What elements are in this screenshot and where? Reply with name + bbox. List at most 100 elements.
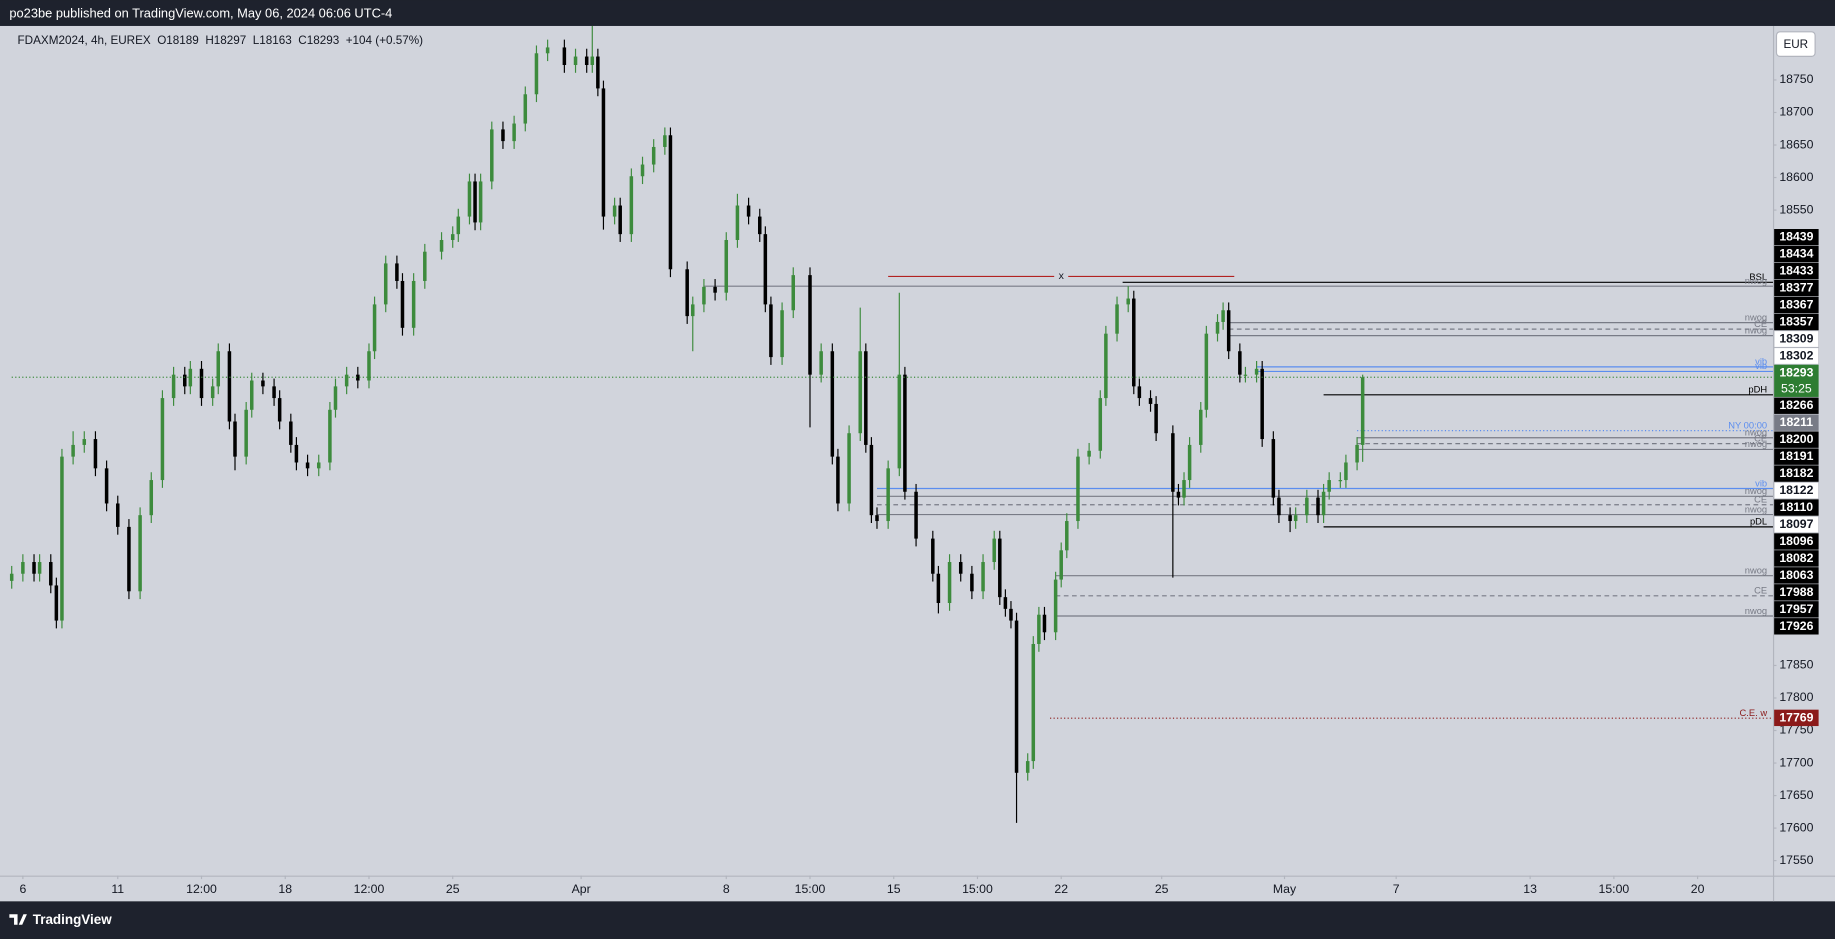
x-tick-label: 12:00: [354, 882, 385, 896]
candle-body: [333, 386, 338, 410]
y-tick-label: 18600: [1779, 170, 1813, 184]
candle-body: [1327, 480, 1331, 492]
candle-body: [37, 562, 42, 574]
candle-body: [344, 374, 349, 387]
candle-body: [1221, 310, 1225, 322]
level-label: vib: [1755, 357, 1767, 367]
candle-body: [562, 47, 567, 65]
candle-body: [769, 304, 773, 358]
x-tick-label: 6: [19, 882, 26, 896]
candle-body: [289, 421, 293, 445]
candle-body: [1243, 374, 1248, 376]
candle-body: [249, 380, 254, 410]
candle-body: [819, 351, 823, 375]
candle-body: [1316, 497, 1320, 516]
candle-body: [1087, 450, 1091, 457]
candle-body: [439, 239, 444, 252]
price-label-box: [1774, 618, 1819, 635]
candle-body: [188, 368, 193, 387]
candle-body: [958, 562, 963, 574]
candle-body: [830, 351, 835, 457]
candle-body: [1260, 368, 1264, 440]
candle-body: [71, 444, 75, 457]
candle-body: [947, 562, 952, 604]
candle-body: [746, 205, 751, 217]
y-tick-label: 17850: [1779, 658, 1813, 672]
candle-body: [127, 526, 131, 592]
level-label: vib: [1755, 361, 1767, 371]
candle-body: [931, 538, 935, 574]
candle-body: [1199, 409, 1203, 445]
logo-icon: [9, 914, 27, 925]
price-label-box: [1774, 262, 1819, 280]
price-label: 18439: [1779, 230, 1813, 244]
candle-body: [1009, 608, 1013, 621]
candle-body: [210, 386, 215, 399]
level-label: C.E. w: [1740, 708, 1768, 718]
logo-text[interactable]: TradingView: [33, 912, 112, 927]
x-tick-label: 8: [723, 882, 730, 896]
legend-low: L18163: [253, 34, 292, 47]
candle-body: [316, 462, 321, 469]
candle-body: [897, 374, 902, 469]
candle-body: [663, 135, 667, 147]
candle-body: [183, 374, 187, 387]
candle-body: [1003, 597, 1008, 609]
level-label: CE: [1754, 495, 1767, 505]
candle-body: [1187, 444, 1192, 481]
candle-body: [1254, 368, 1259, 375]
price-label: 17769: [1779, 710, 1813, 724]
candle-body: [864, 351, 868, 445]
candle-body: [668, 135, 673, 270]
candle-body: [691, 304, 695, 317]
candle-body: [1042, 614, 1047, 633]
candle-body: [233, 421, 237, 457]
candle-body: [763, 234, 768, 305]
price-label: 18302: [1779, 348, 1813, 362]
price-label: 18097: [1779, 517, 1813, 531]
publisher-line: po23be published on TradingView.com, May…: [9, 6, 392, 21]
candle-body: [584, 56, 589, 65]
price-label: 18211: [1780, 415, 1814, 429]
level-label: BSL: [1749, 272, 1767, 282]
price-label-box: [1774, 448, 1819, 465]
currency-button[interactable]: [1775, 31, 1816, 57]
price-label-box: [1774, 279, 1819, 297]
level-label: x: [1059, 270, 1065, 282]
price-label-box: [1774, 296, 1819, 314]
candle-body: [1238, 351, 1242, 375]
symbol: FDAXM2024, 4h, EUREX: [18, 34, 151, 47]
candle-body: [450, 234, 455, 240]
candle-body: [713, 286, 717, 293]
candle-body: [149, 480, 154, 516]
price-label: 18200: [1779, 432, 1813, 446]
price-label: 17957: [1779, 602, 1813, 616]
level-label: nwog: [1745, 606, 1767, 616]
candle-body: [858, 351, 862, 434]
price-label-box: [1774, 709, 1819, 727]
chart-background: [0, 25, 1835, 902]
price-label: 18191: [1779, 449, 1813, 463]
countdown: 53:25: [1781, 382, 1812, 396]
candle-body: [328, 409, 332, 463]
candle-body: [847, 433, 851, 504]
x-tick-label: Apr: [572, 882, 591, 896]
candle-body: [523, 94, 528, 124]
candle-body: [400, 280, 405, 328]
candle-body: [1076, 456, 1080, 522]
y-tick-label: 17650: [1779, 788, 1813, 802]
candle-body: [272, 386, 276, 399]
level-label: nwog: [1745, 312, 1767, 322]
candle-body: [490, 129, 494, 182]
candle-body: [1277, 497, 1281, 516]
candle-body: [1037, 614, 1041, 644]
candle-body: [629, 176, 634, 235]
price-label-box: [1773, 516, 1819, 533]
price-label-box: [1774, 229, 1819, 246]
candle-body: [478, 181, 483, 223]
candle-body: [1025, 761, 1030, 773]
price-label-box: [1773, 482, 1819, 500]
level-label: nwog: [1745, 428, 1767, 438]
currency-label[interactable]: EUR: [1783, 38, 1808, 51]
